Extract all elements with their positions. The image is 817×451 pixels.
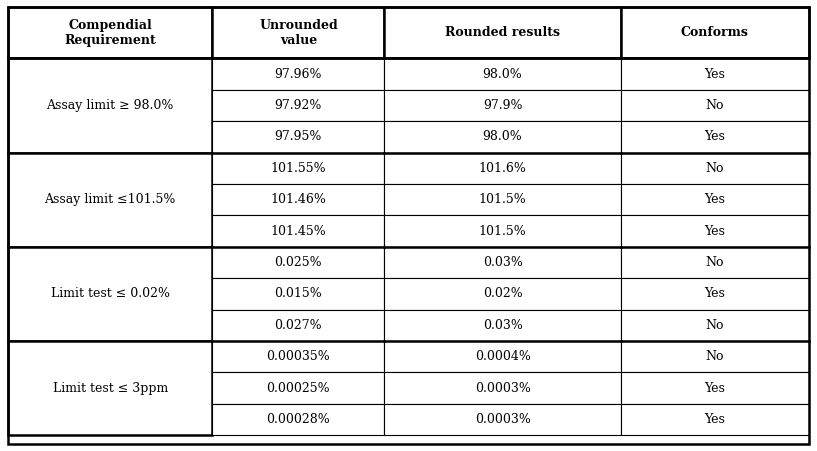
Text: Compendial
Requirement: Compendial Requirement — [65, 18, 156, 46]
Text: Yes: Yes — [704, 225, 725, 238]
Text: No: No — [706, 256, 724, 269]
Bar — [621, 121, 809, 152]
Bar — [385, 373, 621, 404]
Bar — [212, 247, 385, 278]
Bar — [621, 90, 809, 121]
Text: 0.00025%: 0.00025% — [266, 382, 330, 395]
Text: 101.5%: 101.5% — [479, 193, 526, 206]
Text: 97.9%: 97.9% — [483, 99, 522, 112]
Bar — [621, 404, 809, 435]
Bar — [385, 7, 621, 58]
Bar — [621, 247, 809, 278]
Text: Yes: Yes — [704, 130, 725, 143]
Bar — [212, 152, 385, 184]
Bar — [212, 278, 385, 310]
Bar — [385, 247, 621, 278]
Bar — [621, 152, 809, 184]
Text: 0.02%: 0.02% — [483, 287, 522, 300]
Bar — [621, 7, 809, 58]
Bar — [212, 90, 385, 121]
Text: 101.6%: 101.6% — [479, 162, 526, 175]
Bar — [385, 310, 621, 341]
Text: Yes: Yes — [704, 68, 725, 81]
Text: Limit test ≤ 0.02%: Limit test ≤ 0.02% — [51, 287, 170, 300]
Text: Assay limit ≤101.5%: Assay limit ≤101.5% — [45, 193, 176, 206]
Text: 98.0%: 98.0% — [483, 68, 522, 81]
Bar — [385, 58, 621, 90]
Bar — [385, 404, 621, 435]
Bar — [385, 90, 621, 121]
Bar — [212, 310, 385, 341]
Text: 97.92%: 97.92% — [275, 99, 322, 112]
Text: 0.0004%: 0.0004% — [475, 350, 530, 364]
Bar — [212, 341, 385, 373]
Text: 101.55%: 101.55% — [270, 162, 326, 175]
Bar — [212, 404, 385, 435]
Bar — [8, 247, 212, 341]
Text: Yes: Yes — [704, 193, 725, 206]
Text: 98.0%: 98.0% — [483, 130, 522, 143]
Bar — [212, 58, 385, 90]
Bar — [621, 341, 809, 373]
Text: No: No — [706, 162, 724, 175]
Text: 101.5%: 101.5% — [479, 225, 526, 238]
Text: Limit test ≤ 3ppm: Limit test ≤ 3ppm — [52, 382, 167, 395]
Text: 101.46%: 101.46% — [270, 193, 326, 206]
Text: 0.03%: 0.03% — [483, 319, 523, 332]
Text: No: No — [706, 99, 724, 112]
Text: Yes: Yes — [704, 287, 725, 300]
Bar — [621, 184, 809, 216]
Text: Assay limit ≥ 98.0%: Assay limit ≥ 98.0% — [47, 99, 174, 112]
Bar — [385, 341, 621, 373]
Bar — [212, 7, 385, 58]
Bar — [385, 184, 621, 216]
Text: Yes: Yes — [704, 382, 725, 395]
Bar — [621, 278, 809, 310]
Text: Yes: Yes — [704, 413, 725, 426]
Text: 0.027%: 0.027% — [275, 319, 322, 332]
Bar — [212, 184, 385, 216]
Bar — [385, 278, 621, 310]
Bar — [621, 310, 809, 341]
Text: No: No — [706, 319, 724, 332]
Bar — [8, 7, 212, 58]
Bar — [212, 216, 385, 247]
Bar — [385, 152, 621, 184]
Text: 0.0003%: 0.0003% — [475, 413, 530, 426]
Bar — [621, 216, 809, 247]
Text: 101.45%: 101.45% — [270, 225, 326, 238]
Text: Conforms: Conforms — [681, 26, 748, 39]
Bar — [212, 121, 385, 152]
Bar — [385, 121, 621, 152]
Text: 0.00035%: 0.00035% — [266, 350, 330, 364]
Bar — [385, 216, 621, 247]
Text: 97.96%: 97.96% — [275, 68, 322, 81]
Text: 0.0003%: 0.0003% — [475, 382, 530, 395]
Text: 0.015%: 0.015% — [275, 287, 322, 300]
Bar — [8, 58, 212, 152]
Bar — [621, 58, 809, 90]
Bar — [8, 152, 212, 247]
Text: Unrounded
value: Unrounded value — [259, 18, 337, 46]
Text: 0.03%: 0.03% — [483, 256, 523, 269]
Bar — [8, 341, 212, 435]
Text: No: No — [706, 350, 724, 364]
Text: Rounded results: Rounded results — [445, 26, 560, 39]
Text: 0.025%: 0.025% — [275, 256, 322, 269]
Text: 97.95%: 97.95% — [275, 130, 322, 143]
Bar — [212, 373, 385, 404]
Bar — [621, 373, 809, 404]
Text: 0.00028%: 0.00028% — [266, 413, 330, 426]
